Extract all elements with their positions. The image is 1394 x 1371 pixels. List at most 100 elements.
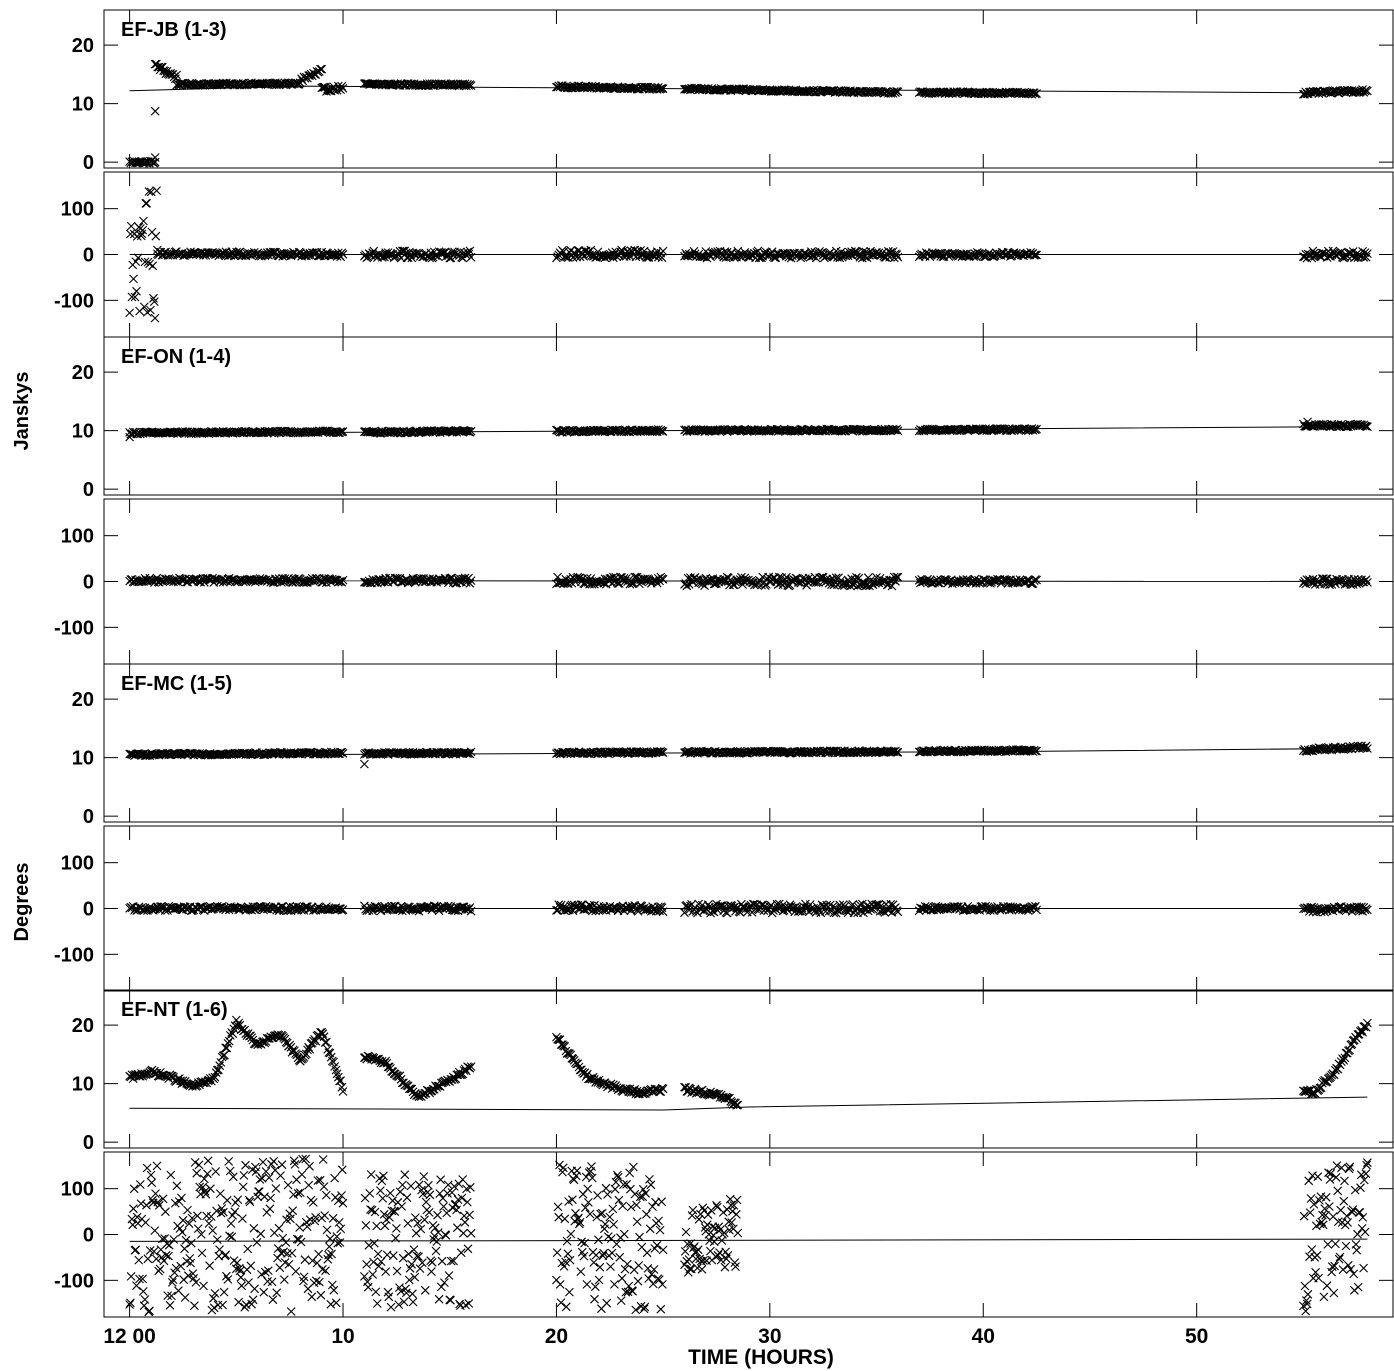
phase-point-ef-nt-1-6: [224, 1157, 234, 1166]
amp-outlier-ef-jb-1-3: [150, 106, 160, 116]
phase-point-ef-jb-1-3: [458, 253, 468, 263]
amp-point-ef-jb-1-3: [1300, 89, 1309, 99]
phase-point-ef-jb-1-3: [456, 247, 465, 257]
phase-point-ef-nt-1-6: [209, 1303, 219, 1313]
phase-point-ef-jb-1-3: [139, 302, 149, 312]
phase-point-ef-jb-1-3: [149, 293, 158, 303]
phase-point-ef-nt-1-6: [180, 1244, 189, 1254]
phase-point-ef-jb-1-3: [425, 253, 434, 263]
phase-point-ef-jb-1-3: [148, 261, 158, 271]
phase-point-ef-jb-1-3: [392, 251, 401, 261]
phase-point-ef-jb-1-3: [463, 247, 472, 257]
amp-frame-ef-on-1-4: [103, 336, 1394, 496]
phase-point-ef-nt-1-6: [239, 1171, 249, 1180]
phase-point-ef-nt-1-6: [145, 1306, 154, 1316]
phase-point-ef-nt-1-6: [237, 1281, 246, 1291]
phase-point-ef-nt-1-6: [236, 1272, 246, 1282]
phase-point-ef-nt-1-6: [141, 1218, 150, 1227]
phase-point-ef-nt-1-6: [222, 1195, 232, 1205]
tick-marks: [104, 10, 1393, 1317]
amp-point-ef-jb-1-3: [293, 79, 303, 89]
phase-point-ef-jb-1-3: [1328, 246, 1338, 256]
phase-point-ef-jb-1-3: [232, 247, 241, 257]
phase-point-ef-jb-1-3: [144, 187, 154, 196]
phase-point-ef-jb-1-3: [767, 247, 777, 257]
phase-point-ef-nt-1-6: [134, 1255, 144, 1265]
phase-point-ef-nt-1-6: [177, 1193, 186, 1203]
amp-frame-ef-nt-1-6: [103, 989, 1394, 1149]
phase-point-ef-jb-1-3: [328, 250, 337, 260]
phase-point-ef-jb-1-3: [248, 250, 258, 259]
phase-point-ef-jb-1-3: [138, 225, 148, 235]
phase-point-ef-nt-1-6: [165, 1300, 175, 1310]
phase-point-ef-jb-1-3: [291, 250, 301, 260]
amp-point-ef-jb-1-3: [338, 84, 348, 93]
phase-point-ef-jb-1-3: [136, 231, 146, 241]
phase-point-ef-nt-1-6: [146, 1170, 156, 1180]
phase-point-ef-jb-1-3: [648, 250, 657, 260]
phase-point-ef-nt-1-6: [233, 1195, 243, 1204]
phase-point-ef-nt-1-6: [213, 1300, 223, 1310]
phase-point-ef-jb-1-3: [1363, 249, 1372, 258]
phase-point-ef-jb-1-3: [130, 292, 140, 302]
phase-point-ef-nt-1-6: [241, 1160, 250, 1170]
phase-point-ef-nt-1-6: [152, 1161, 162, 1171]
phase-point-ef-nt-1-6: [240, 1302, 250, 1312]
phase-point-ef-nt-1-6: [131, 1245, 141, 1255]
panel-frames: [103, 9, 1394, 1318]
amp-point-ef-jb-1-3: [336, 85, 345, 94]
phase-point-ef-nt-1-6: [190, 1301, 199, 1311]
phase-point-ef-nt-1-6: [166, 1170, 176, 1180]
phase-point-ef-jb-1-3: [786, 253, 796, 263]
phase-point-ef-nt-1-6: [129, 1204, 138, 1214]
phase-point-ef-nt-1-6: [147, 1178, 157, 1188]
phase-point-ef-nt-1-6: [169, 1235, 179, 1244]
phase-point-ef-nt-1-6: [238, 1182, 248, 1192]
phase-point-ef-nt-1-6: [143, 1254, 153, 1264]
amp-outlier-ef-on-1-4: [125, 432, 134, 442]
phase-point-ef-jb-1-3: [129, 274, 138, 284]
phase-point-ef-nt-1-6: [138, 1287, 148, 1296]
phase-point-ef-jb-1-3: [680, 251, 689, 261]
phase-point-ef-jb-1-3: [571, 250, 580, 260]
phase-frame-ef-nt-1-6: [103, 1151, 1394, 1318]
phase-point-ef-nt-1-6: [126, 1272, 136, 1281]
phase-point-ef-jb-1-3: [859, 247, 868, 256]
phase-point-ef-jb-1-3: [639, 246, 649, 256]
phase-point-ef-nt-1-6: [211, 1167, 221, 1176]
phase-point-ef-jb-1-3: [658, 246, 668, 256]
phase-point-ef-nt-1-6: [221, 1250, 230, 1260]
phase-point-ef-jb-1-3: [126, 221, 136, 231]
phase-point-ef-nt-1-6: [238, 1214, 247, 1223]
amp-point-ef-nt-1-6: [320, 1038, 330, 1047]
phase-point-ef-jb-1-3: [140, 257, 150, 267]
phase-point-ef-nt-1-6: [234, 1297, 243, 1307]
phase-point-ef-nt-1-6: [128, 1220, 138, 1230]
phase-point-ef-nt-1-6: [191, 1278, 201, 1287]
amp-outlier-ef-jb-1-3: [150, 153, 160, 162]
phase-point-ef-jb-1-3: [974, 249, 983, 258]
phase-point-ef-jb-1-3: [151, 231, 161, 241]
phase-point-ef-jb-1-3: [338, 249, 348, 259]
phase-point-ef-nt-1-6: [136, 1199, 146, 1208]
phase-point-ef-nt-1-6: [183, 1205, 192, 1215]
amp-point-ef-jb-1-3: [656, 84, 666, 93]
phase-point-ef-jb-1-3: [133, 253, 143, 263]
phase-point-ef-jb-1-3: [893, 252, 903, 262]
phase-point-ef-jb-1-3: [139, 216, 148, 226]
phase-point-ef-jb-1-3: [603, 251, 612, 260]
phase-point-ef-jb-1-3: [126, 229, 135, 239]
phase-point-ef-jb-1-3: [405, 247, 414, 257]
amp-frame-ef-mc-1-5: [103, 663, 1394, 823]
phase-point-ef-nt-1-6: [218, 1300, 227, 1310]
phase-point-ef-nt-1-6: [199, 1281, 208, 1291]
amp-point-ef-nt-1-6: [1345, 1045, 1354, 1055]
amp-point-ef-jb-1-3: [337, 81, 347, 91]
phase-point-ef-nt-1-6: [140, 1295, 150, 1304]
phase-point-ef-nt-1-6: [205, 1261, 214, 1271]
amp-point-ef-jb-1-3: [1032, 89, 1041, 98]
phase-point-ef-nt-1-6: [215, 1245, 224, 1254]
phase-point-ef-jb-1-3: [770, 253, 779, 263]
phase-point-ef-jb-1-3: [125, 308, 134, 318]
